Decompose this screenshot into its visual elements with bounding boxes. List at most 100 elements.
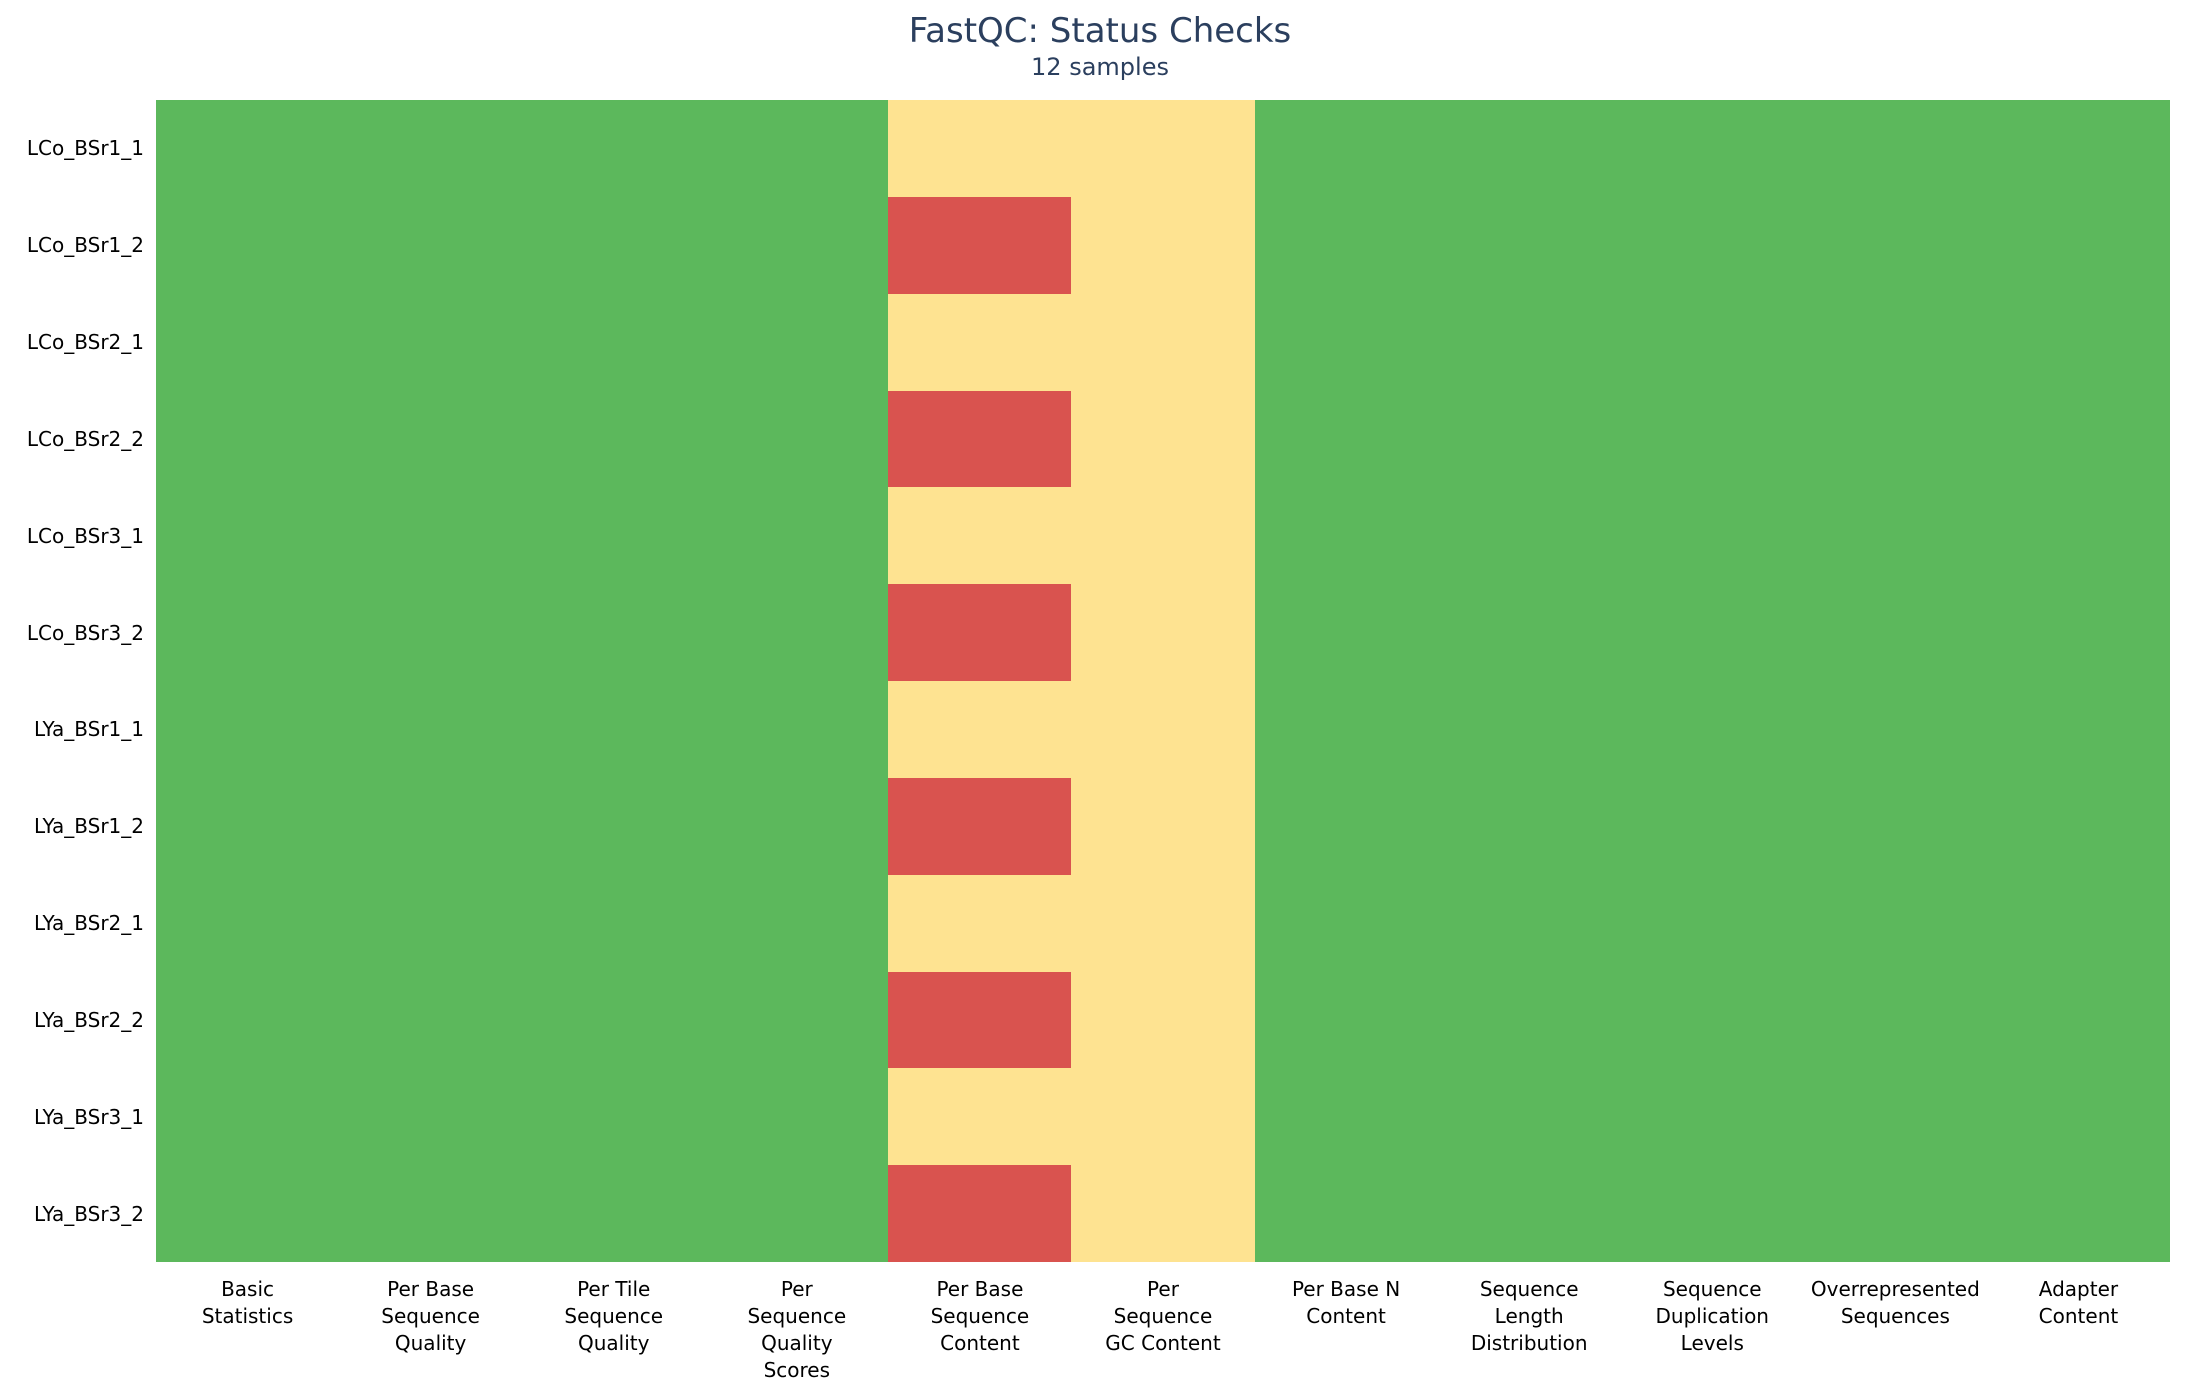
check-label: Per Base N Content [1291, 1277, 1401, 1328]
heatmap-cell [339, 777, 523, 875]
heatmap-cell [1620, 487, 1804, 585]
heatmap-cell [705, 874, 889, 972]
check-label: Per Base Sequence Content [930, 1277, 1030, 1355]
sample-label: LCo_BSr3_2 [26, 620, 144, 645]
heatmap-cell [1803, 681, 1987, 778]
heatmap-cell [888, 777, 1072, 875]
heatmap-cell [522, 584, 706, 681]
heatmap-cell [888, 971, 1072, 1069]
heatmap-cell [156, 487, 340, 585]
sample-label: LYa_BSr1_2 [34, 814, 144, 839]
heatmap-cell [522, 1068, 706, 1166]
heatmap-cell [339, 1068, 523, 1166]
heatmap-cell [705, 1165, 889, 1262]
heatmap-cell [1803, 971, 1987, 1069]
heatmap-cell [156, 293, 340, 391]
heatmap-cell [888, 584, 1072, 681]
heatmap-cell [339, 681, 523, 778]
status-heatmap [156, 100, 2170, 1262]
heatmap-cell [888, 390, 1072, 488]
heatmap-cell [1437, 584, 1621, 681]
heatmap-cell [1071, 1068, 1255, 1166]
sample-label: LCo_BSr3_1 [26, 523, 144, 548]
heatmap-cell [705, 196, 889, 294]
heatmap-cell [339, 584, 523, 681]
heatmap-cell [705, 971, 889, 1069]
heatmap-cell [1803, 874, 1987, 972]
sample-label: LYa_BSr2_2 [34, 1007, 144, 1032]
heatmap-cell [1803, 584, 1987, 681]
heatmap-cell [1254, 874, 1438, 972]
heatmap-cell [705, 487, 889, 585]
heatmap-cell [1254, 1068, 1438, 1166]
heatmap-cell [1437, 1068, 1621, 1166]
heatmap-cell [1803, 196, 1987, 294]
sample-label: LCo_BSr2_2 [26, 426, 144, 451]
heatmap-cell [705, 1068, 889, 1166]
heatmap-cell [1071, 487, 1255, 585]
heatmap-cell [1803, 390, 1987, 488]
heatmap-cell [1437, 196, 1621, 294]
heatmap-cell [1254, 196, 1438, 294]
heatmap-cell [888, 1068, 1072, 1166]
heatmap-cell [1254, 390, 1438, 488]
heatmap-cell [888, 196, 1072, 294]
heatmap-cell [1437, 390, 1621, 488]
heatmap-cell [1620, 777, 1804, 875]
heatmap-cell [1620, 196, 1804, 294]
heatmap-cell [522, 1165, 706, 1262]
heatmap-cell [156, 1165, 340, 1262]
sample-label: LCo_BSr1_2 [26, 233, 144, 258]
check-label: Overrepresented Sequences [1810, 1277, 1980, 1328]
heatmap-cell [156, 874, 340, 972]
heatmap-cell [1071, 971, 1255, 1069]
heatmap-cell [1620, 1165, 1804, 1262]
heatmap-cell [1254, 487, 1438, 585]
sample-label: LYa_BSr3_1 [34, 1104, 144, 1129]
heatmap-cell [339, 874, 523, 972]
heatmap-cell [156, 777, 340, 875]
heatmap-cell [1803, 1068, 1987, 1166]
check-axis-labels: Basic Statistics Per Base Sequence Qualit… [156, 1276, 2170, 1384]
heatmap-cell [339, 293, 523, 391]
check-label: Basic Statistics [201, 1277, 294, 1328]
heatmap-cell [339, 100, 523, 197]
heatmap-cell [156, 100, 340, 197]
sample-label: LCo_BSr1_1 [26, 136, 144, 161]
page-title: FastQC: Status Checks [908, 11, 1292, 51]
heatmap-cell [1071, 1165, 1255, 1262]
heatmap-cell [1437, 777, 1621, 875]
heatmap-cell [1986, 777, 2170, 875]
heatmap-cell [1071, 390, 1255, 488]
heatmap-cell [339, 971, 523, 1069]
heatmap-cell [1803, 100, 1987, 197]
heatmap-cell [522, 874, 706, 972]
page-subtitle: 12 samples [1031, 53, 1169, 81]
heatmap-cell [522, 390, 706, 488]
heatmap-cell [1620, 584, 1804, 681]
heatmap-cell [1071, 777, 1255, 875]
heatmap-cell [888, 681, 1072, 778]
heatmap-cell [1986, 390, 2170, 488]
sample-axis-labels: LCo_BSr1_1 LCo_BSr1_2 LCo_BSr2_1 LCo_BSr2_2… [0, 100, 144, 1262]
heatmap-cell [339, 487, 523, 585]
heatmap-cell [1620, 874, 1804, 972]
heatmap-cell [1986, 487, 2170, 585]
heatmap-cell [888, 1165, 1072, 1262]
heatmap-cell [1437, 293, 1621, 391]
heatmap-cell [705, 293, 889, 391]
heatmap-cell [522, 971, 706, 1069]
heatmap-cell [522, 100, 706, 197]
heatmap-cell [1803, 293, 1987, 391]
heatmap-cell [1071, 293, 1255, 391]
heatmap-cell [1254, 777, 1438, 875]
heatmap-cell [705, 390, 889, 488]
heatmap-cell [1986, 196, 2170, 294]
heatmap-cell [705, 100, 889, 197]
heatmap-cell [1254, 100, 1438, 197]
sample-label: LCo_BSr2_1 [26, 330, 144, 355]
heatmap-cell [156, 196, 340, 294]
heatmap-cell [1803, 487, 1987, 585]
heatmap-cell [339, 1165, 523, 1262]
